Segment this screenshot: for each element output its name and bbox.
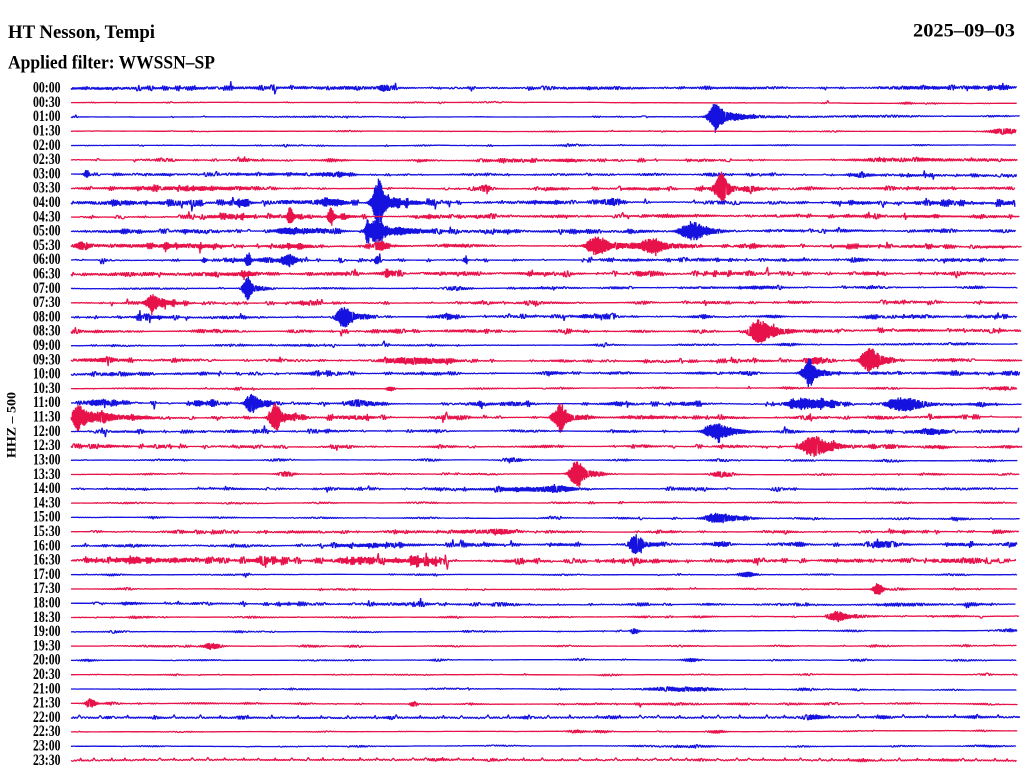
svg-text:12:30: 12:30 [33,437,61,454]
svg-text:15:00: 15:00 [33,509,61,526]
svg-text:18:30: 18:30 [33,609,61,626]
svg-text:00:30: 00:30 [33,94,61,111]
svg-text:HT Nesson, Tempi: HT Nesson, Tempi [8,22,155,43]
svg-text:18:00: 18:00 [33,595,61,612]
svg-text:20:00: 20:00 [33,652,61,669]
svg-text:01:00: 01:00 [33,108,61,125]
svg-text:Applied filter: WWSSN–SP: Applied filter: WWSSN–SP [8,53,215,74]
svg-text:14:30: 14:30 [33,494,61,511]
svg-text:03:00: 03:00 [33,165,61,182]
svg-text:09:00: 09:00 [33,337,61,354]
svg-text:08:30: 08:30 [33,323,61,340]
svg-text:07:30: 07:30 [33,294,61,311]
svg-text:15:30: 15:30 [33,523,61,540]
svg-text:14:00: 14:00 [33,480,61,497]
svg-text:01:30: 01:30 [33,123,61,140]
svg-text:11:00: 11:00 [33,394,61,411]
svg-text:05:30: 05:30 [33,237,61,254]
svg-text:19:30: 19:30 [33,637,61,654]
svg-text:23:00: 23:00 [33,738,61,755]
svg-text:09:30: 09:30 [33,351,61,368]
svg-text:03:30: 03:30 [33,180,61,197]
svg-text:08:00: 08:00 [33,308,61,325]
svg-text:02:30: 02:30 [33,151,61,168]
svg-text:22:00: 22:00 [33,709,61,726]
svg-text:13:30: 13:30 [33,466,61,483]
svg-text:13:00: 13:00 [33,452,61,469]
svg-text:04:00: 04:00 [33,194,61,211]
svg-text:10:30: 10:30 [33,380,61,397]
svg-text:16:30: 16:30 [33,552,61,569]
svg-text:11:30: 11:30 [33,409,61,426]
svg-text:23:30: 23:30 [33,752,61,769]
svg-text:17:30: 17:30 [33,580,61,597]
svg-text:21:30: 21:30 [33,695,61,712]
svg-text:10:00: 10:00 [33,366,61,383]
svg-text:05:00: 05:00 [33,223,61,240]
svg-text:HHZ – 500: HHZ – 500 [4,392,19,458]
svg-text:21:00: 21:00 [33,680,61,697]
svg-text:06:00: 06:00 [33,251,61,268]
svg-text:16:00: 16:00 [33,537,61,554]
svg-text:20:30: 20:30 [33,666,61,683]
svg-text:00:00: 00:00 [33,80,61,97]
svg-text:07:00: 07:00 [33,280,61,297]
svg-text:19:00: 19:00 [33,623,61,640]
svg-text:06:30: 06:30 [33,266,61,283]
svg-text:02:00: 02:00 [33,137,61,154]
svg-text:2025–09–03: 2025–09–03 [913,21,1015,42]
svg-text:22:30: 22:30 [33,723,61,740]
svg-text:17:00: 17:00 [33,566,61,583]
svg-text:04:30: 04:30 [33,208,61,225]
svg-text:12:00: 12:00 [33,423,61,440]
